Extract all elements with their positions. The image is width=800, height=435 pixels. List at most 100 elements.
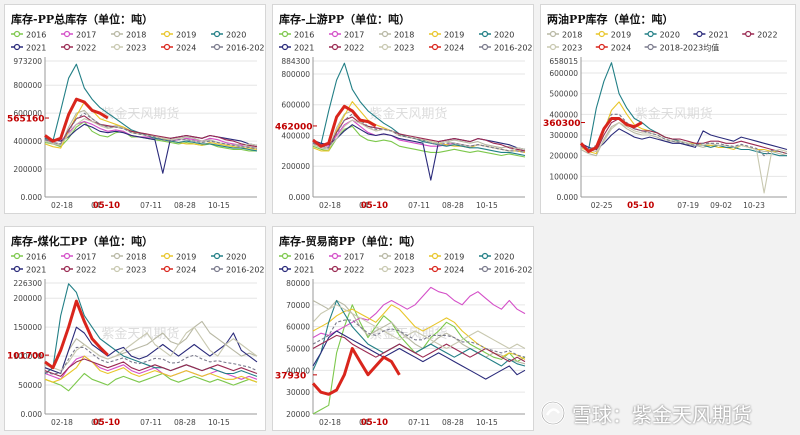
svg-text:2018-2023均值: 2018-2023均值 <box>660 43 720 53</box>
series-line-avg <box>44 112 258 150</box>
series-line-2020 <box>312 62 526 157</box>
svg-text:2016-2023均值: 2016-2023均值 <box>494 43 534 53</box>
svg-text:2017: 2017 <box>344 31 364 40</box>
y-tick-label: 30000 <box>286 388 310 397</box>
svg-text:2022: 2022 <box>344 266 364 275</box>
y-tick-label: 0.000 <box>21 410 43 419</box>
chart-svg: 2016 2017 2018 2019 2020 2021 2022 2023 2024 2016… <box>7 31 265 212</box>
legend-item-2016: 2016 <box>11 31 46 40</box>
legend-item-2024: 2024 <box>161 266 196 275</box>
legend-item-2017: 2017 <box>329 31 364 40</box>
svg-text:2023: 2023 <box>126 266 146 275</box>
y-tick-label: 200000 <box>281 162 310 171</box>
svg-text:2021: 2021 <box>708 31 728 40</box>
y-tick-label: 500000 <box>549 90 578 99</box>
series-line-2020 <box>44 63 258 152</box>
y-tick-label: 40000 <box>286 366 310 375</box>
latest-value-label: 37930 <box>275 371 306 381</box>
series-line-2021 <box>44 326 258 375</box>
legend-item-2016: 2016 <box>11 253 46 262</box>
series-line-avg <box>312 319 526 358</box>
y-tick-label: 20000 <box>286 410 310 419</box>
svg-text:2020: 2020 <box>226 31 246 40</box>
y-tick-label: 0.000 <box>289 193 311 202</box>
series-line-2016 <box>44 372 258 392</box>
x-tick-label: 08-28 <box>174 418 196 427</box>
svg-text:2016-2023均值: 2016-2023均值 <box>226 265 266 275</box>
y-tick-label: 80000 <box>286 279 310 288</box>
y-tick-label: 400000 <box>281 131 310 140</box>
chart-panel-upstream-pp: 库存-上游PP（单位：吨） 2016 2017 2018 2019 2020 2021 20… <box>272 4 534 214</box>
y-tick-label: 200000 <box>13 165 42 174</box>
svg-text:2019: 2019 <box>444 253 464 262</box>
x-tick-label: 10-15 <box>476 418 498 427</box>
svg-text:2022: 2022 <box>344 44 364 53</box>
x-tick-label: 04 <box>91 418 101 427</box>
svg-text:2023: 2023 <box>126 44 146 53</box>
x-tick-label: 10-15 <box>208 201 230 210</box>
legend-item-2020: 2020 <box>479 31 514 40</box>
legend-item-2018: 2018 <box>111 31 146 40</box>
svg-text:2021: 2021 <box>294 44 314 53</box>
svg-text:2023: 2023 <box>394 266 414 275</box>
series-line-2024 <box>312 104 377 148</box>
svg-text:2016: 2016 <box>26 31 46 40</box>
svg-text:2022: 2022 <box>76 266 96 275</box>
y-tick-label: 0.000 <box>21 193 43 202</box>
x-tick-label: 02-18 <box>51 418 73 427</box>
series-line-2018 <box>580 122 788 157</box>
y-tick-label: 100000 <box>13 352 42 361</box>
legend-item-2022: 2022 <box>61 44 96 53</box>
y-tick-label: 800000 <box>13 81 42 90</box>
series-line-avg <box>44 346 258 375</box>
series-line-2021 <box>44 123 258 174</box>
latest-value-label: 360300 <box>543 119 581 129</box>
svg-text:2016: 2016 <box>294 31 314 40</box>
legend-item-2016: 2016 <box>279 253 314 262</box>
svg-text:2016: 2016 <box>294 253 314 262</box>
legend-item-2022: 2022 <box>742 31 778 40</box>
x-tick-label: 05-10 <box>93 201 120 211</box>
svg-text:2019: 2019 <box>611 31 631 40</box>
series-line-2018 <box>44 320 258 375</box>
legend-item-2019: 2019 <box>161 31 196 40</box>
svg-text:2024: 2024 <box>176 44 196 53</box>
y-tick-label: 70000 <box>286 301 310 310</box>
series-line-2019 <box>44 355 258 383</box>
watermark-text: 紫金天风期货 <box>101 326 179 342</box>
y-tick-label: 973200 <box>13 57 42 66</box>
y-tick-label: 884300 <box>281 57 310 66</box>
x-tick-label: 02-18 <box>51 201 73 210</box>
legend-item-2017: 2017 <box>61 31 96 40</box>
series-line-2022 <box>312 334 526 363</box>
footer-logo: 雪球：紫金天风期货 <box>540 398 796 428</box>
chart-svg: 2018 2019 2020 2021 2022 2023 2024 2018-2023均值 6… <box>543 31 788 211</box>
legend-item-2023: 2023 <box>379 266 414 275</box>
svg-text:2016-2023均值: 2016-2023均值 <box>494 265 534 275</box>
svg-text:2019: 2019 <box>176 31 196 40</box>
legend-item-2019: 2019 <box>161 253 196 262</box>
legend-item-2021: 2021 <box>11 44 46 53</box>
legend-item-2018: 2018 <box>379 31 414 40</box>
chart-panel-coal-chemical-pp: 库存-煤化工PP（单位：吨） 2016 2017 2018 2019 2020 2021 2… <box>4 226 266 431</box>
chart-title: 库存-贸易商PP（单位：吨） <box>279 235 422 248</box>
y-tick-label: 400000 <box>549 110 578 119</box>
legend-item-2018: 2018 <box>547 31 582 40</box>
series-line-2017 <box>44 120 258 149</box>
svg-text:2020: 2020 <box>660 31 680 40</box>
latest-value-label: 565160 <box>7 115 45 125</box>
y-tick-label: 150000 <box>13 323 42 332</box>
legend-item-2024: 2024 <box>429 44 464 53</box>
chart-panel-two-oil-pp: 两油PP库存（单位：吨） 2018 2019 2020 2021 2022 2023 202… <box>540 4 796 214</box>
latest-value-label: 462000 <box>275 122 313 132</box>
legend-item-avg: 2018-2023均值 <box>644 43 720 53</box>
x-tick-label: 05-10 <box>361 201 388 211</box>
svg-text:2023: 2023 <box>562 44 582 53</box>
chart-title: 两油PP库存（单位：吨） <box>547 13 674 26</box>
legend-item-2023: 2023 <box>547 44 582 53</box>
x-tick-label: 05-10 <box>627 201 654 211</box>
series-line-2024 <box>44 97 109 143</box>
y-tick-label: 300000 <box>549 131 578 140</box>
series-line-2023 <box>580 122 788 194</box>
legend-item-avg: 2016-2023均值 <box>211 43 265 53</box>
